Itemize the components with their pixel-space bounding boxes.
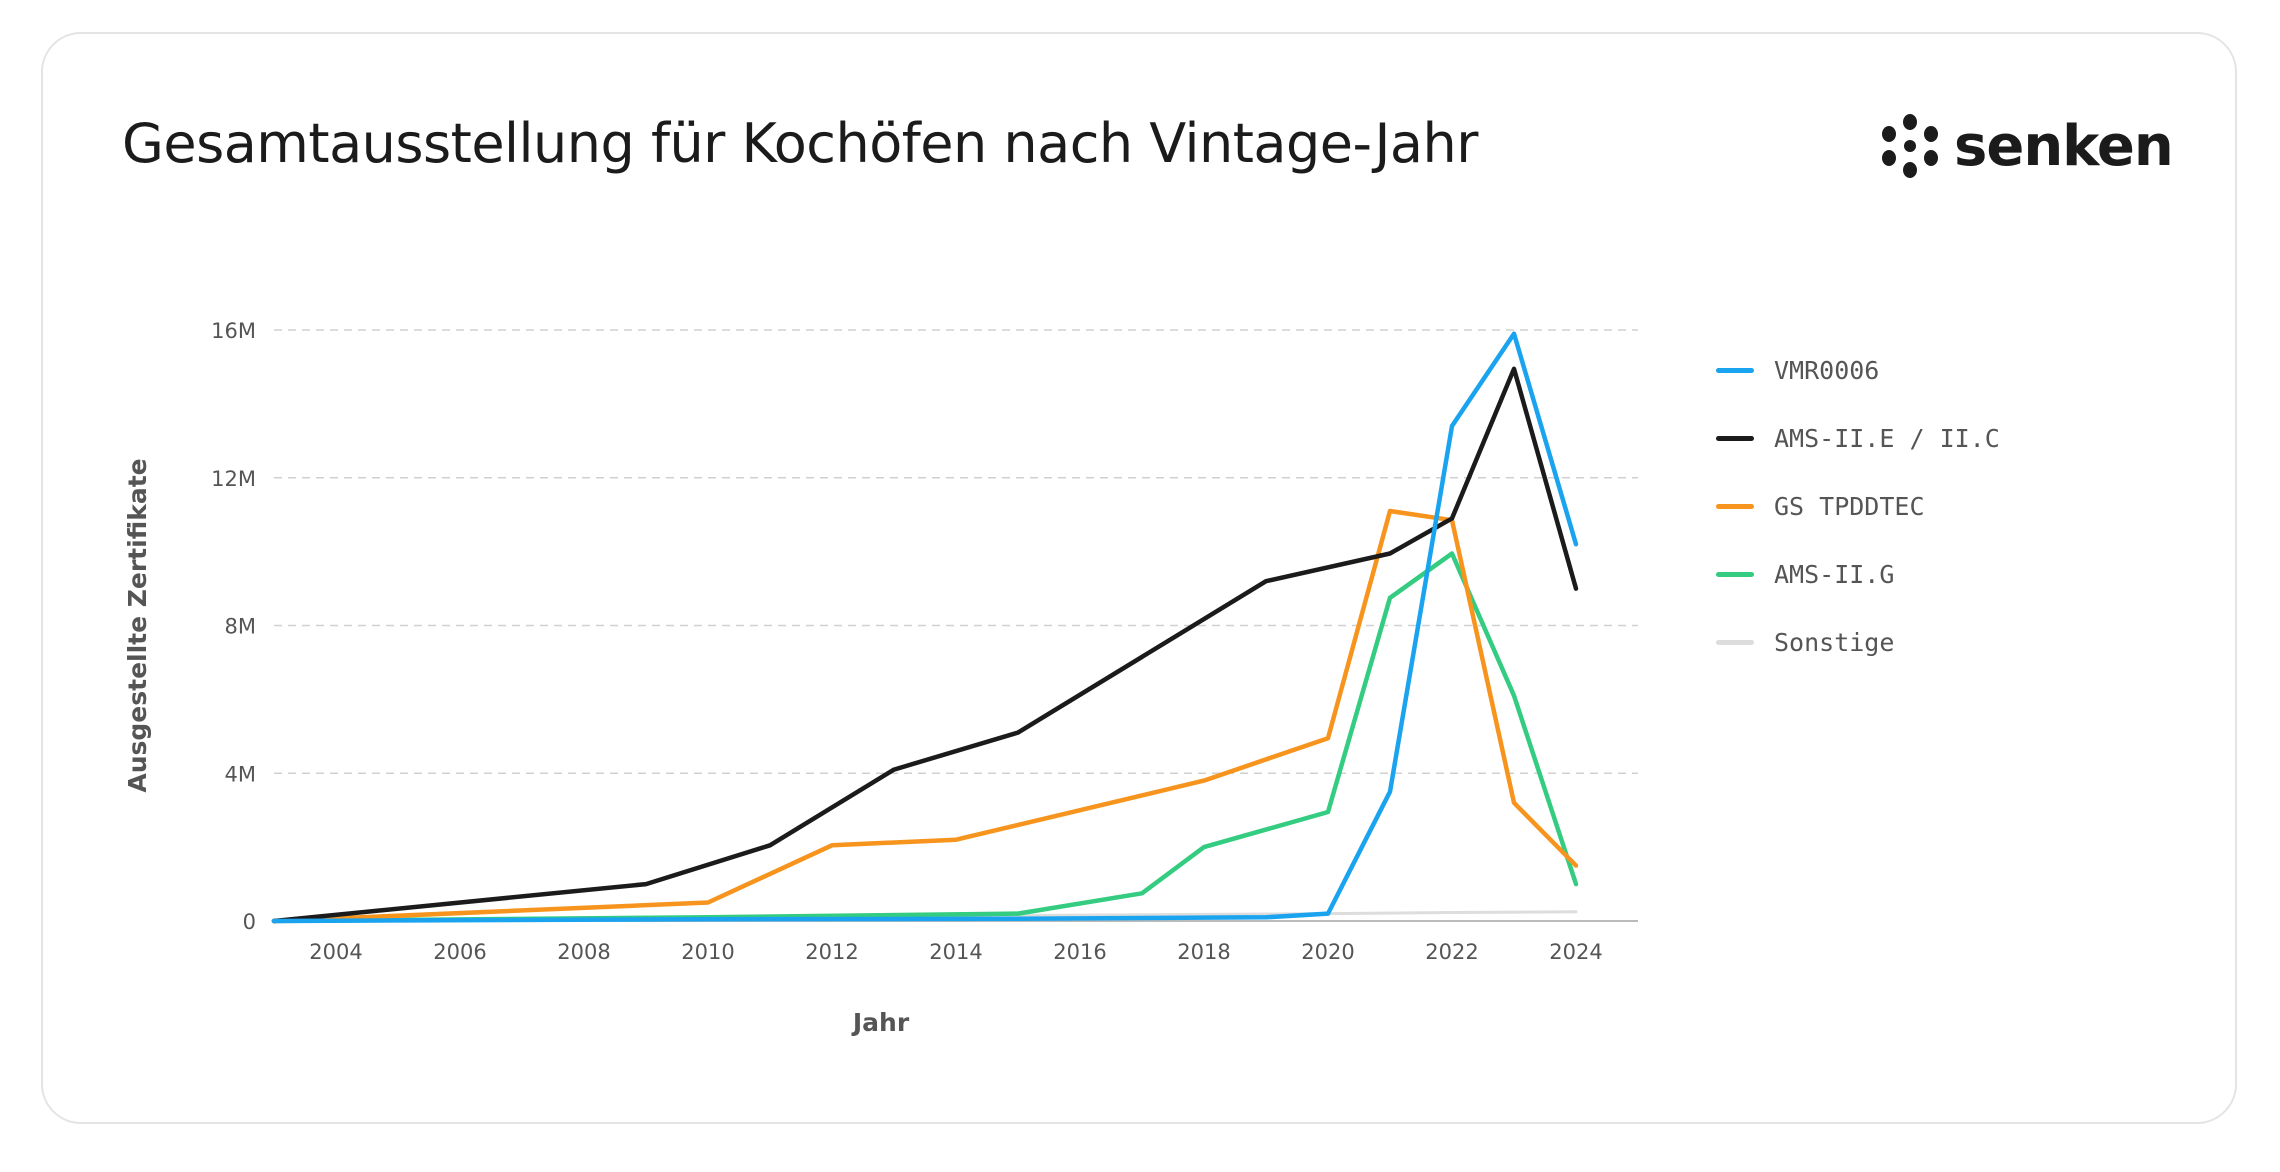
brand-logo: senken: [1876, 112, 2174, 180]
legend-swatch: [1716, 639, 1754, 645]
y-tick-label: 0: [243, 910, 256, 934]
chart-card: [41, 32, 2237, 1124]
x-tick-label: 2010: [681, 940, 734, 964]
chart-legend: VMR0006 AMS-II.E / II.C GS TPDDTEC AMS-II.G…: [1716, 336, 2000, 676]
x-tick-label: 2024: [1549, 940, 1602, 964]
series-line-gs-tpddtec: [271, 508, 1579, 924]
x-tick-label: 2018: [1177, 940, 1230, 964]
senken-flower-icon: [1882, 114, 1938, 178]
axes: 0 4M 8M 12M 16M 2004 2006 2008 2010 2012 2014 2016 2…: [211, 319, 1638, 964]
legend-label: Sonstige: [1774, 627, 1895, 657]
series-line-ams-ii-g: [271, 551, 1579, 924]
x-tick-label: 2022: [1425, 940, 1478, 964]
legend-label: VMR0006: [1774, 355, 1880, 385]
legend-item: Sonstige: [1716, 608, 2000, 676]
legend-swatch: [1716, 571, 1754, 577]
legend-item: AMS-II.G: [1716, 540, 2000, 608]
legend-swatch: [1716, 503, 1754, 509]
x-tick-label: 2012: [805, 940, 858, 964]
brand-name: senken: [1954, 113, 2174, 179]
legend-label: AMS-II.E / II.C: [1774, 423, 2000, 453]
y-tick-label: 16M: [211, 319, 256, 343]
x-tick-label: 2014: [929, 940, 982, 964]
legend-label: GS TPDDTEC: [1774, 491, 1925, 521]
grid-lines: [274, 329, 1638, 774]
x-tick-label: 2006: [433, 940, 486, 964]
legend-label: AMS-II.G: [1774, 559, 1895, 589]
x-tick-label: 2004: [309, 940, 362, 964]
x-tick-label: 2008: [557, 940, 610, 964]
legend-item: AMS-II.E / II.C: [1716, 404, 2000, 472]
series-lines: [271, 331, 1579, 924]
x-tick-label: 2016: [1053, 940, 1106, 964]
x-axis-title: Jahr: [851, 1008, 910, 1037]
y-axis-title: Ausgestellte Zertifikate: [123, 458, 152, 792]
series-line-ams-ii-e-ii-c: [271, 366, 1579, 924]
legend-swatch: [1716, 435, 1754, 441]
y-tick-label: 12M: [211, 467, 256, 491]
series-line-vmr0006: [271, 331, 1579, 924]
chart-title: Gesamtausstellung für Kochöfen nach Vint…: [122, 112, 1478, 175]
legend-item: VMR0006: [1716, 336, 2000, 404]
y-tick-label: 8M: [225, 615, 256, 639]
legend-swatch: [1716, 367, 1754, 373]
legend-item: GS TPDDTEC: [1716, 472, 2000, 540]
x-tick-label: 2020: [1301, 940, 1354, 964]
y-tick-label: 4M: [225, 762, 256, 786]
